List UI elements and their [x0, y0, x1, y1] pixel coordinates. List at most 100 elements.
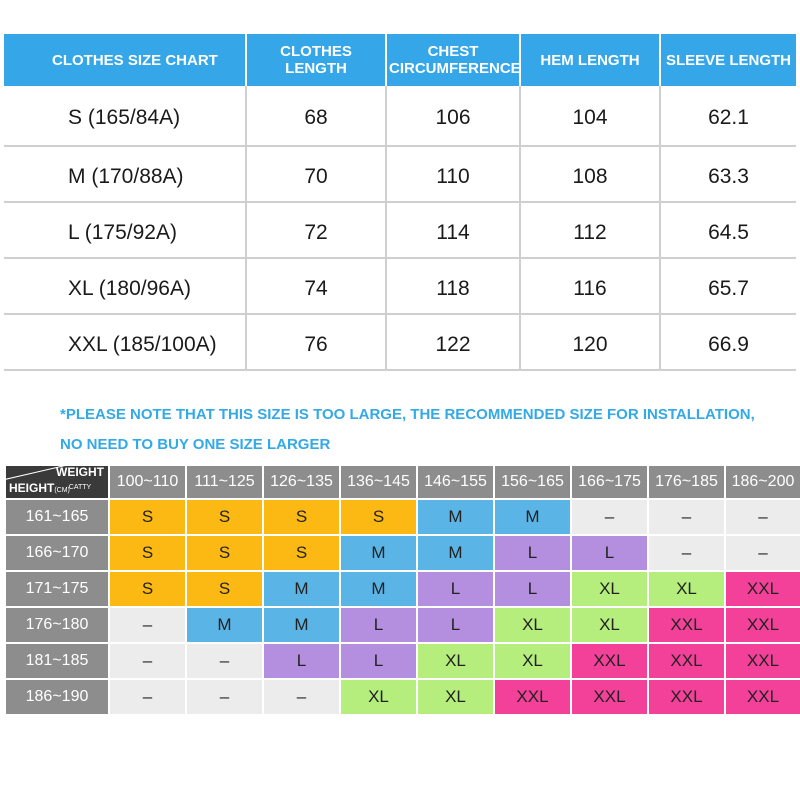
grid-size-cell: XXL	[724, 678, 800, 716]
grid-size-cell: S	[185, 534, 264, 572]
grid-size-cell: S	[185, 498, 264, 536]
size-chart-cell-clothes-length: 72	[246, 202, 387, 259]
size-chart-cell-chest-circumference: 110	[386, 146, 521, 203]
grid-body: 161~165 S S S S M M – – –166~170 S S S M M L L – –171~175 S…	[4, 498, 800, 716]
size-chart-cell-sleeve-length: 64.5	[660, 202, 796, 259]
size-chart-row: XXL (185/100A) 76 122 120 66.9	[4, 314, 796, 371]
grid-row: 176~180– M M L L XL XL XXL XXL	[4, 606, 800, 644]
grid-size-cell: S	[339, 498, 418, 536]
grid-size-cell: –	[647, 498, 726, 536]
size-chart-cell-sleeve-length: 65.7	[660, 258, 796, 315]
grid-size-cell: S	[262, 498, 341, 536]
size-chart-cell-hem-length: 104	[520, 86, 661, 147]
size-chart-cell-hem-length: 112	[520, 202, 661, 259]
grid-size-cell: –	[724, 498, 800, 536]
size-chart-cell-hem-length: 108	[520, 146, 661, 203]
grid-height-label: 181~185	[4, 642, 110, 680]
grid-size-cell: XL	[493, 642, 572, 680]
grid-height-label: 166~170	[4, 534, 110, 572]
weight-height-size-grid: WEIGHT CATTY HEIGHT(CM) 100~110 111~125 126…	[4, 464, 800, 716]
grid-weight-header: 156~165	[493, 464, 572, 500]
size-chart-header-row: CLOTHES SIZE CHART CLOTHES LENGTH CHEST …	[4, 34, 796, 86]
header-chest-circumference: CHEST CIRCUMFERENCE	[386, 34, 521, 86]
grid-size-cell: XL	[416, 678, 495, 716]
grid-size-cell: L	[339, 606, 418, 644]
size-chart-cell-size-label: M (170/88A)	[4, 146, 247, 203]
grid-size-cell: XXL	[724, 606, 800, 644]
size-chart-row: L (175/92A) 72 114 112 64.5	[4, 202, 796, 259]
grid-size-cell: –	[185, 678, 264, 716]
grid-size-cell: –	[108, 678, 187, 716]
grid-size-cell: –	[185, 642, 264, 680]
grid-size-cell: S	[108, 570, 187, 608]
grid-corner-cell: WEIGHT CATTY HEIGHT(CM)	[4, 464, 110, 500]
size-note: *PLEASE NOTE THAT THIS SIZE IS TOO LARGE…	[60, 400, 790, 460]
grid-height-label: 176~180	[4, 606, 110, 644]
size-chart-cell-hem-length: 116	[520, 258, 661, 315]
grid-size-cell: XXL	[724, 570, 800, 608]
grid-size-cell: L	[493, 570, 572, 608]
size-chart-body: S (165/84A) 68 106 104 62.1 M (170/88A) 70 110 1…	[4, 86, 796, 371]
grid-row: 166~170 S S S M M L L – –	[4, 534, 800, 572]
size-note-line-1: *PLEASE NOTE THAT THIS SIZE IS TOO LARGE…	[60, 406, 755, 423]
grid-size-cell: XL	[416, 642, 495, 680]
grid-row: 186~190– – – XL XL XXL XXL XXL XXL	[4, 678, 800, 716]
size-chart-table: CLOTHES SIZE CHART CLOTHES LENGTH CHEST …	[4, 34, 796, 371]
grid-size-cell: M	[416, 534, 495, 572]
grid-size-cell: XXL	[493, 678, 572, 716]
size-chart-cell-chest-circumference: 118	[386, 258, 521, 315]
grid-size-cell: XXL	[570, 678, 649, 716]
grid-weight-header: 166~175	[570, 464, 649, 500]
grid-size-cell: XL	[493, 606, 572, 644]
size-chart-cell-chest-circumference: 106	[386, 86, 521, 147]
grid-size-cell: XXL	[570, 642, 649, 680]
grid-size-cell: –	[724, 534, 800, 572]
grid-weight-header: 176~185	[647, 464, 726, 500]
grid-size-cell: M	[416, 498, 495, 536]
grid-height-label: 161~165	[4, 498, 110, 536]
grid-size-cell: M	[262, 606, 341, 644]
size-chart-cell-hem-length: 120	[520, 314, 661, 371]
grid-size-cell: XXL	[647, 642, 726, 680]
size-chart-cell-size-label: XL (180/96A)	[4, 258, 247, 315]
grid-size-cell: L	[570, 534, 649, 572]
size-chart-cell-clothes-length: 74	[246, 258, 387, 315]
header-hem-length: HEM LENGTH	[520, 34, 661, 86]
grid-weight-header: 186~200	[724, 464, 800, 500]
grid-height-label: 186~190	[4, 678, 110, 716]
grid-height-label: 171~175	[4, 570, 110, 608]
grid-size-cell: M	[339, 534, 418, 572]
grid-size-cell: XL	[339, 678, 418, 716]
grid-size-cell: M	[493, 498, 572, 536]
grid-size-cell: L	[262, 642, 341, 680]
grid-weight-header: 126~135	[262, 464, 341, 500]
size-chart-row: S (165/84A) 68 106 104 62.1	[4, 86, 796, 147]
header-size-chart: CLOTHES SIZE CHART	[4, 34, 247, 86]
size-chart-cell-sleeve-length: 66.9	[660, 314, 796, 371]
grid-size-cell: M	[262, 570, 341, 608]
grid-weight-header-row: WEIGHT CATTY HEIGHT(CM) 100~110 111~125 126…	[4, 464, 800, 500]
grid-size-cell: S	[185, 570, 264, 608]
grid-size-cell: –	[570, 498, 649, 536]
grid-weight-header: 111~125	[185, 464, 264, 500]
size-note-line-2: NO NEED TO BUY ONE SIZE LARGER	[60, 436, 331, 453]
size-chart-cell-sleeve-length: 63.3	[660, 146, 796, 203]
grid-size-cell: L	[416, 606, 495, 644]
header-sleeve-length: SLEEVE LENGTH	[660, 34, 796, 86]
size-chart-row: M (170/88A) 70 110 108 63.3	[4, 146, 796, 203]
grid-size-cell: S	[108, 498, 187, 536]
size-chart-cell-chest-circumference: 122	[386, 314, 521, 371]
size-chart-cell-chest-circumference: 114	[386, 202, 521, 259]
grid-size-cell: M	[185, 606, 264, 644]
size-chart-cell-size-label: XXL (185/100A)	[4, 314, 247, 371]
grid-size-cell: XXL	[647, 678, 726, 716]
size-chart-cell-clothes-length: 68	[246, 86, 387, 147]
size-chart-row: XL (180/96A) 74 118 116 65.7	[4, 258, 796, 315]
grid-size-cell: XXL	[724, 642, 800, 680]
grid-weight-header: 100~110	[108, 464, 187, 500]
grid-size-cell: –	[108, 642, 187, 680]
size-chart-cell-size-label: L (175/92A)	[4, 202, 247, 259]
grid-size-cell: L	[339, 642, 418, 680]
grid-row: 161~165 S S S S M M – – –	[4, 498, 800, 536]
corner-height-label: HEIGHT(CM)	[9, 481, 70, 495]
